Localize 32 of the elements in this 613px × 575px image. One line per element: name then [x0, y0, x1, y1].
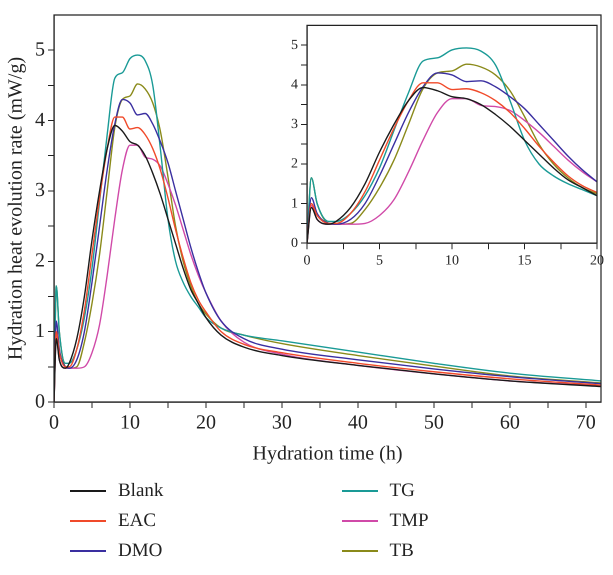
y-tick-label: 1 — [291, 196, 298, 212]
legend-label: Blank — [118, 480, 164, 502]
y-tick-label: 3 — [35, 179, 45, 202]
y-tick-label: 4 — [35, 108, 45, 131]
x-tick-label: 0 — [49, 411, 59, 434]
y-axis-title: Hydration heat evolution rate (mW/g) — [4, 56, 26, 360]
y-tick-label: 2 — [291, 156, 298, 172]
x-tick-label: 10 — [445, 253, 459, 268]
x-tick-label: 50 — [424, 411, 444, 434]
legend-label: TMP — [390, 510, 429, 532]
y-tick-label: 5 — [35, 38, 45, 60]
y-tick-label: 5 — [291, 38, 298, 53]
x-tick-label: 40 — [348, 411, 368, 434]
x-tick-label: 10 — [120, 411, 140, 434]
x-tick-label: 60 — [500, 411, 520, 434]
y-tick-label: 0 — [291, 236, 298, 251]
y-tick-label: 3 — [291, 117, 298, 132]
y-tick-label: 2 — [35, 250, 45, 272]
x-tick-label: 20 — [196, 411, 216, 434]
y-tick-label: 0 — [35, 390, 45, 412]
legend-label: EAC — [118, 510, 156, 532]
x-axis-title: Hydration time (h) — [252, 442, 402, 464]
x-tick-label: 0 — [304, 253, 310, 268]
x-tick-label: 5 — [376, 253, 383, 268]
legend-label: TB — [390, 540, 414, 562]
y-tick-label: 4 — [291, 77, 298, 92]
legend-label: TG — [390, 480, 415, 502]
y-tick-label: 1 — [35, 320, 45, 342]
x-tick-label: 15 — [518, 253, 532, 268]
x-tick-label: 30 — [272, 411, 292, 434]
legend-label: DMO — [118, 540, 162, 562]
x-tick-label: 70 — [576, 411, 596, 434]
